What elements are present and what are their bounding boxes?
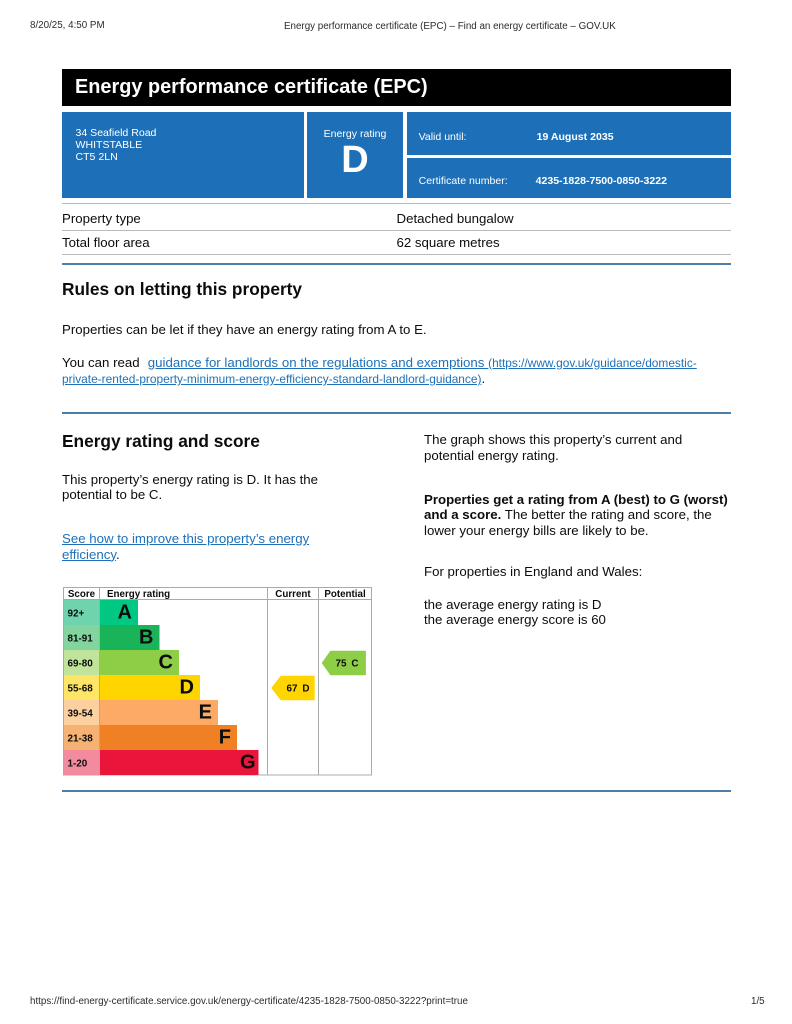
- svg-text:Potential: Potential: [324, 589, 366, 600]
- svg-text:21-38: 21-38: [67, 733, 93, 744]
- svg-text:Score: Score: [67, 589, 95, 600]
- svg-text:81-91: 81-91: [67, 633, 93, 644]
- svg-text:D: D: [179, 677, 193, 699]
- svg-text:C: C: [158, 652, 172, 674]
- svg-text:A: A: [117, 602, 131, 624]
- svg-text:55-68: 55-68: [67, 683, 93, 694]
- svg-text:F: F: [218, 727, 230, 749]
- svg-text:1-20: 1-20: [67, 758, 87, 769]
- svg-text:Energy rating: Energy rating: [107, 589, 170, 600]
- svg-text:67 D: 67 D: [286, 683, 309, 694]
- svg-text:E: E: [198, 702, 211, 724]
- svg-text:92+: 92+: [67, 608, 84, 619]
- svg-text:69-80: 69-80: [67, 658, 93, 669]
- svg-text:39-54: 39-54: [67, 708, 93, 719]
- svg-text:Current: Current: [275, 589, 311, 600]
- svg-text:G: G: [239, 752, 255, 774]
- svg-text:B: B: [139, 627, 153, 649]
- svg-text:75 C: 75 C: [335, 658, 358, 669]
